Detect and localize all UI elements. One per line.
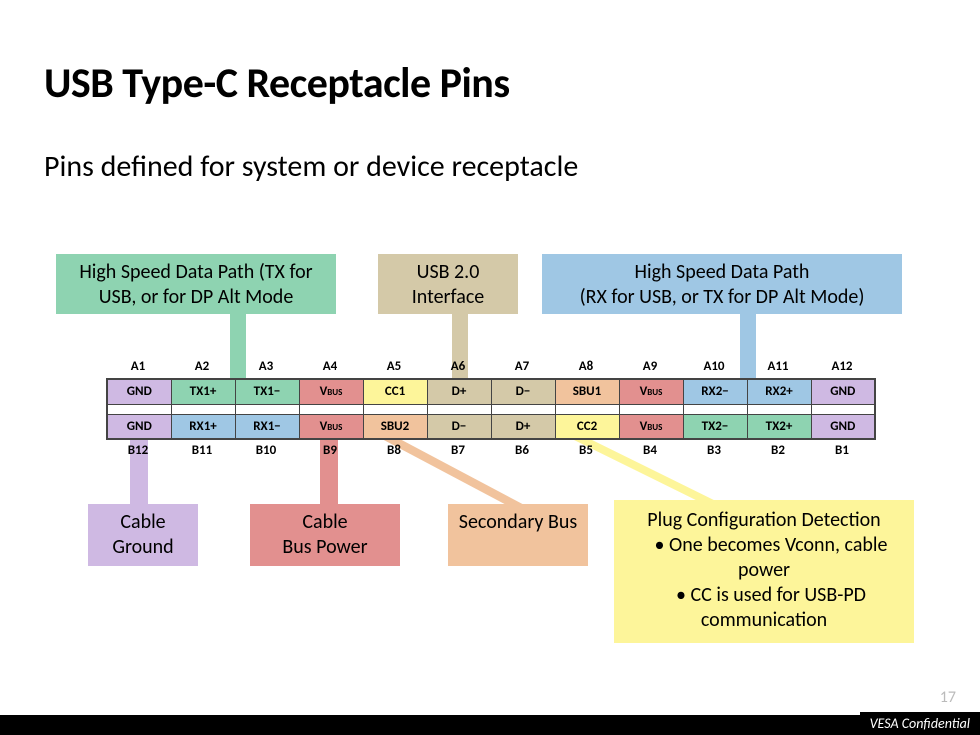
pin-cell: D− — [427, 414, 491, 439]
pin-table: GNDTX1+TX1−VBUSCC1D+D−SBU1VBUSRX2−RX2+GN… — [106, 378, 876, 440]
pin-cell: VBUS — [619, 414, 683, 439]
label-usb2: USB 2.0 Interface — [378, 254, 518, 314]
pin-cell: TX2− — [683, 414, 747, 439]
pin-cell: RX1− — [235, 414, 299, 439]
pin-id: A4 — [298, 359, 362, 374]
pin-id: A1 — [106, 359, 170, 374]
pin-id: B9 — [298, 443, 362, 458]
pin-id: A8 — [554, 359, 618, 374]
pin-row-a: GNDTX1+TX1−VBUSCC1D+D−SBU1VBUSRX2−RX2+GN… — [107, 379, 875, 404]
pin-cell: CC1 — [363, 379, 427, 404]
pin-cell: D+ — [491, 414, 555, 439]
pin-cell: VBUS — [619, 379, 683, 404]
pin-cell: RX2− — [683, 379, 747, 404]
pin-id: B7 — [426, 443, 490, 458]
page-number: 17 — [940, 688, 956, 707]
label-rx-path: High Speed Data Path (RX for USB, or TX … — [542, 254, 902, 314]
pin-id: B3 — [682, 443, 746, 458]
pin-cell: SBU1 — [555, 379, 619, 404]
pin-id: B2 — [746, 443, 810, 458]
pin-row-spacer — [107, 404, 875, 414]
pin-id: B10 — [234, 443, 298, 458]
pin-id: B5 — [554, 443, 618, 458]
label-plug-config-bullets: One becomes Vconn, cable powerCC is used… — [622, 533, 906, 633]
pin-id: A3 — [234, 359, 298, 374]
pin-cell: GND — [811, 379, 875, 404]
pin-id: B4 — [618, 443, 682, 458]
pin-id: A12 — [810, 359, 874, 374]
pin-id: B1 — [810, 443, 874, 458]
footer-bar — [0, 715, 980, 735]
label-plug-config: Plug Configuration Detection One becomes… — [614, 500, 914, 643]
pin-cell: GND — [107, 379, 171, 404]
label-tx-path: High Speed Data Path (TX for USB, or for… — [56, 254, 336, 314]
pin-cell: TX2+ — [747, 414, 811, 439]
pin-id: B6 — [490, 443, 554, 458]
label-cable-bus-power: Cable Bus Power — [250, 504, 400, 566]
pin-id: A6 — [426, 359, 490, 374]
pin-row-b: GNDRX1+RX1−VBUSSBU2D−D+CC2VBUSTX2−TX2+GN… — [107, 414, 875, 439]
pin-id: A7 — [490, 359, 554, 374]
label-plug-config-title: Plug Configuration Detection — [622, 508, 906, 533]
pin-id: A2 — [170, 359, 234, 374]
pin-cell: CC2 — [555, 414, 619, 439]
pin-cell: VBUS — [299, 414, 363, 439]
pin-id: A9 — [618, 359, 682, 374]
pin-cell: TX1− — [235, 379, 299, 404]
pin-id: A10 — [682, 359, 746, 374]
pin-ids-row-a: A1A2A3A4A5A6A7A8A9A10A11A12 — [106, 359, 874, 374]
pin-cell: RX1+ — [171, 414, 235, 439]
label-cable-ground: Cable Ground — [88, 504, 198, 566]
pin-cell: GND — [107, 414, 171, 439]
pin-cell: D+ — [427, 379, 491, 404]
pin-id: A5 — [362, 359, 426, 374]
pin-cell: TX1+ — [171, 379, 235, 404]
pin-id: B8 — [362, 443, 426, 458]
pin-cell: RX2+ — [747, 379, 811, 404]
page-subtitle: Pins defined for system or device recept… — [44, 148, 578, 185]
plug-config-bullet: One becomes Vconn, cable power — [622, 533, 906, 583]
label-secondary-bus: Secondary Bus — [448, 504, 588, 566]
plug-config-bullet: CC is used for USB-PD communication — [622, 583, 906, 633]
pin-ids-row-b: B12B11B10B9B8B7B6B5B4B3B2B1 — [106, 443, 874, 458]
footer-confidential: VESA Confidential — [860, 712, 980, 735]
page-title: USB Type-C Receptacle Pins — [44, 58, 510, 109]
pin-cell: SBU2 — [363, 414, 427, 439]
pin-cell: GND — [811, 414, 875, 439]
pin-cell: D− — [491, 379, 555, 404]
pin-id: B11 — [170, 443, 234, 458]
pin-id: B12 — [106, 443, 170, 458]
pin-cell: VBUS — [299, 379, 363, 404]
pin-id: A11 — [746, 359, 810, 374]
